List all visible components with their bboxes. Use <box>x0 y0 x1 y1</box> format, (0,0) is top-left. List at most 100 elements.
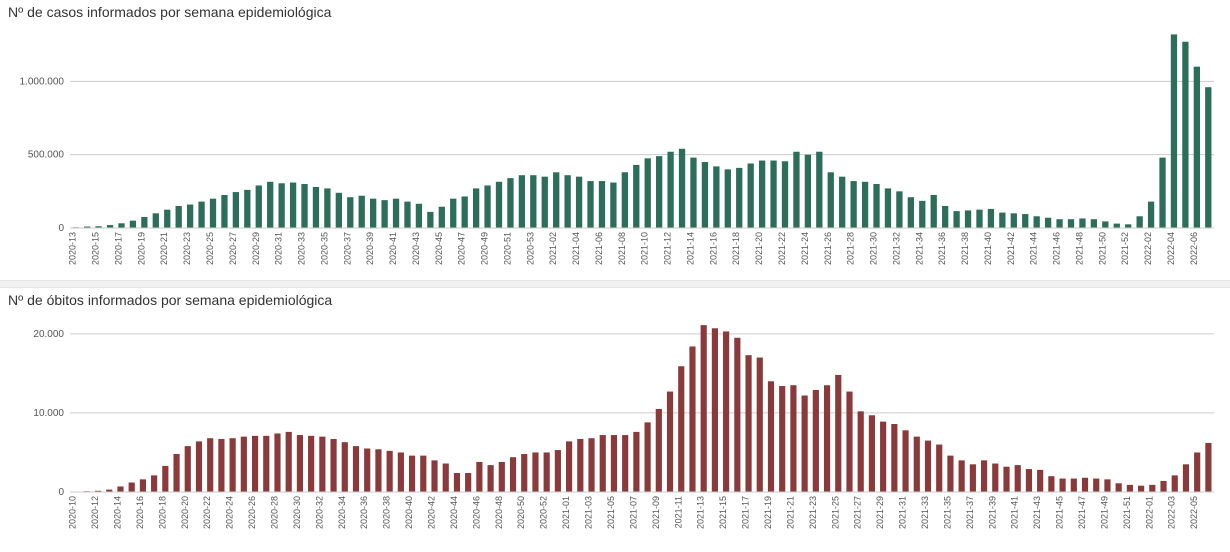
bar <box>164 210 170 228</box>
bar <box>151 475 157 492</box>
x-axis-label: 2020-52 <box>539 496 549 529</box>
bar <box>959 460 965 492</box>
x-axis-label: 2020-35 <box>319 232 329 265</box>
bar <box>244 190 250 228</box>
bar <box>970 464 976 492</box>
bar <box>130 221 136 228</box>
bar <box>330 439 336 492</box>
x-axis-label: 2020-47 <box>457 232 467 265</box>
bar <box>908 197 914 228</box>
x-axis-label: 2021-16 <box>708 232 718 265</box>
x-axis-label: 2020-28 <box>269 496 279 529</box>
bar <box>656 156 662 228</box>
bar <box>1011 213 1017 228</box>
bar <box>162 466 168 492</box>
x-axis-label: 2020-25 <box>205 232 215 265</box>
bar <box>678 366 684 492</box>
x-axis-label: 2020-12 <box>90 496 100 529</box>
bar <box>462 196 468 228</box>
bar <box>925 441 931 492</box>
x-axis-label: 2022-05 <box>1189 496 1199 529</box>
bar <box>992 464 998 492</box>
x-axis-label: 2021-46 <box>1052 232 1062 265</box>
bar <box>230 438 236 492</box>
bar <box>439 207 445 228</box>
bar <box>176 206 182 228</box>
x-axis-label: 2020-48 <box>494 496 504 529</box>
bar <box>880 422 886 492</box>
x-axis-label: 2021-37 <box>965 496 975 529</box>
bar <box>712 328 718 492</box>
bar <box>723 331 729 492</box>
bar <box>1022 214 1028 228</box>
x-axis-label: 2021-17 <box>741 496 751 529</box>
bars <box>73 34 1212 228</box>
bar <box>140 479 146 492</box>
x-axis-label: 2021-31 <box>898 496 908 529</box>
x-axis-label: 2021-42 <box>1006 232 1016 265</box>
bar <box>1079 218 1085 228</box>
x-axis-label: 2021-32 <box>891 232 901 265</box>
bar <box>873 184 879 228</box>
bar <box>153 213 159 228</box>
x-axis-label: 2021-07 <box>628 496 638 529</box>
bar <box>839 177 845 228</box>
bar <box>1148 202 1154 228</box>
bar <box>252 436 258 492</box>
bar <box>862 182 868 228</box>
x-axis-label: 2022-01 <box>1144 496 1154 529</box>
cases-panel: Nº de casos informados por semana epidem… <box>0 0 1230 280</box>
x-axis-label: 2021-38 <box>960 232 970 265</box>
bar <box>1116 483 1122 492</box>
bar <box>465 473 471 492</box>
bar <box>1048 476 1054 492</box>
x-axis-label: 2020-27 <box>228 232 238 265</box>
x-axis-label: 2020-13 <box>68 232 78 265</box>
x-axis-label: 2020-45 <box>434 232 444 265</box>
bar <box>488 465 494 492</box>
bar <box>553 172 559 228</box>
bar <box>850 181 856 228</box>
x-axis-label: 2021-49 <box>1099 496 1109 529</box>
bar <box>1068 219 1074 228</box>
x-axis-label: 2021-13 <box>696 496 706 529</box>
x-axis-label: 2021-14 <box>685 232 695 265</box>
bar <box>313 187 319 228</box>
x-axis-label: 2021-45 <box>1055 496 1065 529</box>
x-axis-label: 2020-18 <box>157 496 167 529</box>
bar <box>610 183 616 228</box>
svg-text:0: 0 <box>58 487 64 498</box>
x-axis-label: 2021-10 <box>640 232 650 265</box>
x-axis-label: 2020-21 <box>159 232 169 265</box>
bar <box>198 202 204 228</box>
bar <box>566 441 572 492</box>
bar <box>420 456 426 492</box>
bar <box>117 486 123 492</box>
x-axis-label: 2021-01 <box>561 496 571 529</box>
x-axis-label: 2020-46 <box>471 496 481 529</box>
x-axis-label: 2022-04 <box>1166 232 1176 265</box>
bar <box>1138 486 1144 492</box>
bar <box>633 432 639 492</box>
x-axis-label: 2021-06 <box>594 232 604 265</box>
bar <box>393 199 399 228</box>
bar <box>587 181 593 228</box>
x-axis-label: 2020-19 <box>136 232 146 265</box>
bar <box>398 452 404 492</box>
x-axis-label: 2021-03 <box>584 496 594 529</box>
bar <box>1114 224 1120 228</box>
x-axis-label: 2021-33 <box>920 496 930 529</box>
x-axis-label: 2020-53 <box>525 232 535 265</box>
bar <box>263 436 269 492</box>
x-axis-label: 2021-52 <box>1120 232 1130 265</box>
bar <box>185 446 191 492</box>
bar <box>210 199 216 228</box>
bar <box>611 435 617 492</box>
bar <box>869 415 875 492</box>
x-axis-label: 2020-38 <box>382 496 392 529</box>
bar <box>233 192 239 228</box>
bar <box>759 161 765 228</box>
x-axis-label: 2021-50 <box>1097 232 1107 265</box>
x-axis-label: 2021-43 <box>1032 496 1042 529</box>
bar <box>896 191 902 228</box>
